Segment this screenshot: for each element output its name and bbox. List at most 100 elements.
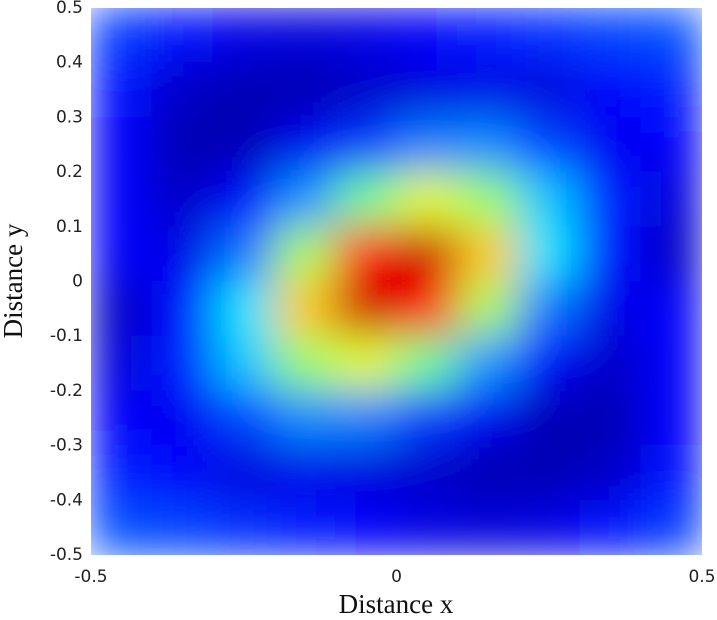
heat-cell — [91, 226, 153, 282]
heat-cell — [273, 62, 336, 118]
heat-cell — [91, 281, 153, 337]
heat-cell — [212, 445, 275, 501]
heat-cell — [151, 445, 214, 501]
heat-cell — [457, 8, 520, 64]
heat-cell — [579, 390, 642, 447]
heat-cell — [457, 62, 520, 118]
heat-cell — [334, 116, 397, 173]
x-tick-label: -0.5 — [74, 567, 107, 587]
x-tick-label: 0 — [391, 567, 402, 587]
x-tick-label: 0.5 — [688, 567, 715, 587]
heat-cell — [151, 116, 214, 173]
y-tick-label: 0.5 — [56, 0, 83, 18]
heat-cell — [396, 226, 459, 282]
heat-cell — [273, 171, 336, 228]
heat-cell — [396, 171, 459, 228]
plot-area — [91, 8, 702, 555]
heat-cell — [518, 390, 581, 447]
heat-cell — [396, 116, 459, 173]
heat-cell — [396, 445, 459, 501]
heat-cell — [212, 171, 275, 228]
heat-cell — [334, 171, 397, 228]
heat-cell — [273, 335, 336, 392]
heat-cell — [579, 171, 642, 228]
y-tick-label: 0.3 — [56, 107, 83, 127]
heat-cell — [396, 62, 459, 118]
heat-cell — [640, 390, 702, 447]
heat-cell — [579, 499, 642, 555]
axes: -0.5 0 0.5 -0.5 -0.4 -0.3 -0.2 -0.1 0 0.1 0.2 0.3 0.… — [50, 0, 716, 587]
heat-cell — [396, 335, 459, 392]
heat-cell — [273, 499, 336, 555]
heat-cell — [273, 226, 336, 282]
heat-cell — [212, 226, 275, 282]
y-tick-label: -0.1 — [50, 326, 83, 346]
heat-cell — [579, 281, 642, 337]
heat-cell — [640, 116, 702, 173]
heat-cell — [640, 171, 702, 228]
heat-cell — [518, 8, 581, 64]
heat-cell — [334, 335, 397, 392]
heat-cell — [151, 8, 214, 64]
heat-cell — [518, 226, 581, 282]
heat-cell — [518, 335, 581, 392]
heat-cell — [518, 116, 581, 173]
heat-cell — [640, 335, 702, 392]
x-axis-label: Distance x — [339, 589, 454, 619]
heat-cell — [273, 8, 336, 64]
heat-cell — [579, 116, 642, 173]
heat-cell — [518, 445, 581, 501]
y-axis-label: Distance y — [0, 223, 28, 338]
heat-cell — [334, 281, 397, 337]
heat-cell — [91, 335, 153, 392]
heat-cell — [273, 445, 336, 501]
heat-cell — [91, 62, 153, 118]
heat-cell — [457, 281, 520, 337]
y-tick-label: 0 — [72, 272, 83, 292]
heat-cell — [640, 281, 702, 337]
heat-cell — [273, 116, 336, 173]
heat-cell — [457, 226, 520, 282]
y-tick-label: 0.2 — [56, 162, 83, 182]
heat-cell — [273, 390, 336, 447]
heat-cell — [457, 335, 520, 392]
heat-cell — [396, 281, 459, 337]
heat-cell — [91, 445, 153, 501]
heat-cell — [212, 116, 275, 173]
heatmap — [91, 8, 702, 555]
heat-cell — [579, 445, 642, 501]
heat-cell — [212, 335, 275, 392]
heat-cell — [91, 8, 153, 64]
heat-cell — [212, 62, 275, 118]
heat-cell — [396, 8, 459, 64]
y-tick-label: 0.1 — [56, 217, 83, 237]
heat-cell — [334, 8, 397, 64]
heat-cell — [518, 281, 581, 337]
heat-cell — [579, 62, 642, 118]
heat-cell — [396, 390, 459, 447]
heat-cell — [640, 62, 702, 118]
heat-cell — [518, 171, 581, 228]
heat-cell — [457, 171, 520, 228]
heat-cell — [457, 116, 520, 173]
heat-cell — [151, 390, 214, 447]
y-tick-label: -0.3 — [50, 436, 83, 456]
heat-cell — [151, 171, 214, 228]
heat-cell — [151, 335, 214, 392]
heat-cell — [151, 62, 214, 118]
heat-cell — [212, 8, 275, 64]
heat-cell — [640, 445, 702, 501]
y-tick-label: 0.4 — [56, 53, 83, 73]
y-tick-label: -0.5 — [50, 545, 83, 565]
heat-cell — [212, 390, 275, 447]
heat-cell — [457, 390, 520, 447]
heat-cell — [151, 499, 214, 555]
heat-cell — [212, 281, 275, 337]
y-tick-label: -0.2 — [50, 381, 83, 401]
heat-cell — [334, 390, 397, 447]
heat-cell — [640, 499, 702, 555]
heat-cell — [518, 62, 581, 118]
heat-cell — [151, 226, 214, 282]
heat-cell — [457, 499, 520, 555]
